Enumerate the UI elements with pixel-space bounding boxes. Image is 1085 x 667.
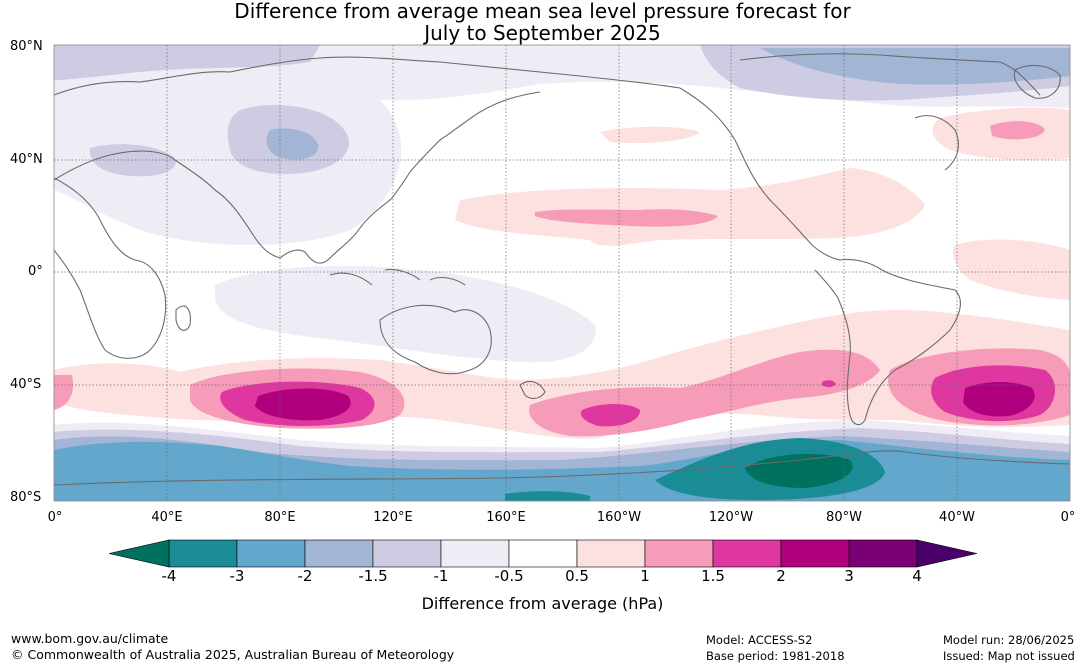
footer-base-period: Base period: 1981-2018 <box>706 649 845 663</box>
footer-left: www.bom.gov.au/climate © Commonwealth of… <box>11 631 454 663</box>
americas-coastline <box>679 87 961 426</box>
north-pacific-positive-small <box>600 126 700 144</box>
footer-copyright: © Commonwealth of Australia 2025, Austra… <box>11 647 455 662</box>
lon-label-40w: 40°W <box>939 510 975 525</box>
indian-ocean-positive-core <box>255 388 351 421</box>
anomaly-field <box>54 45 1070 501</box>
lat-label-80n: 80°N <box>10 39 43 54</box>
colorbar-tick-label: 1.5 <box>701 567 725 585</box>
colorbar-tick-label: -1.5 <box>358 567 388 585</box>
lon-label-0-left: 0° <box>47 510 63 525</box>
colorbar-segment <box>304 539 374 568</box>
map-title: Difference from average mean sea level p… <box>0 0 1085 44</box>
south-atlantic-positive-core <box>963 382 1035 417</box>
colorbar-segment <box>712 539 782 568</box>
chile-positive-spot <box>822 380 836 388</box>
colorbar-tick-label: 2 <box>776 567 786 585</box>
footer-model: Model: ACCESS-S2 <box>706 633 813 647</box>
lon-label-160e: 160°E <box>486 510 526 525</box>
colorbar-segment <box>440 539 510 568</box>
colorbar-tick-label: 1 <box>640 567 650 585</box>
colorbar-under-arrow <box>108 539 170 568</box>
lat-label-80s: 80°S <box>10 490 42 505</box>
lon-label-160w: 160°W <box>596 510 642 525</box>
new-zealand-coastline <box>519 380 546 399</box>
colorbar-tick-label: -2 <box>297 567 313 585</box>
lon-label-120e: 120°E <box>373 510 413 525</box>
pacific-positive-core <box>535 209 718 227</box>
eurasia-coastline <box>54 91 541 264</box>
australia-coastline <box>379 304 492 375</box>
footer-issued: Issued: Map not issued <box>943 649 1075 663</box>
colorbar-tick-label: 0.5 <box>565 567 589 585</box>
colorbar-tick-label: -3 <box>229 567 245 585</box>
colorbar-segment <box>780 539 850 568</box>
south-atlantic-west-edge <box>54 375 74 410</box>
lon-label-0-right: 0° <box>1060 510 1076 525</box>
madagascar-coastline <box>175 305 191 331</box>
colorbar-segment <box>508 539 578 568</box>
footer-model-run: Model run: 28/06/2025 <box>943 633 1075 647</box>
maritime-continent-coastline <box>329 268 466 286</box>
ross-sea-negative <box>505 491 590 501</box>
colorbar-segment <box>236 539 306 568</box>
colorbar-segments <box>168 539 918 568</box>
north-atlantic-positive-core <box>990 121 1045 140</box>
title-line-2: July to September 2025 <box>424 21 661 45</box>
colorbar-tick-label: 4 <box>912 567 922 585</box>
lat-label-0: 0° <box>28 264 43 279</box>
lat-label-40s: 40°S <box>10 377 42 392</box>
arctic-coastline <box>54 56 681 96</box>
subtropical-pacific-positive <box>455 168 925 246</box>
lon-label-80e: 80°E <box>264 510 296 525</box>
footer-model-info: Model: ACCESS-S2 Base period: 1981-2018 <box>706 632 845 664</box>
lat-label-40n: 40°N <box>10 152 43 167</box>
antarctic-coastline <box>54 450 1070 486</box>
title-line-1: Difference from average mean sea level p… <box>234 0 851 23</box>
lon-label-40e: 40°E <box>151 510 183 525</box>
indian-ocean-light-negative <box>215 265 596 363</box>
lon-label-80w: 80°W <box>826 510 862 525</box>
lon-label-120w: 120°W <box>708 510 754 525</box>
arctic-negative-west <box>54 45 320 80</box>
colorbar-segment <box>848 539 918 568</box>
colorbar-segment <box>372 539 442 568</box>
footer-run-info: Model run: 28/06/2025 Issued: Map not is… <box>943 632 1075 664</box>
graticule <box>54 45 1070 501</box>
colorbar-tick-label: -0.5 <box>494 567 524 585</box>
colorbar-tick-label: -1 <box>433 567 449 585</box>
tibet-negative-core <box>266 128 319 160</box>
colorbar-segment <box>576 539 646 568</box>
colorbar-over-arrow <box>916 539 978 568</box>
arctic-negative-core <box>760 48 1070 85</box>
greenland-coastline <box>1013 64 1061 99</box>
colorbar-tick-label: 3 <box>844 567 854 585</box>
map-frame <box>53 44 1071 502</box>
colorbar-label: Difference from average (hPa) <box>421 594 664 613</box>
tropical-atlantic-positive <box>953 239 1070 300</box>
colorbar-segment <box>168 539 238 568</box>
colorbar-tick-label: -4 <box>161 567 177 585</box>
colorbar-segment <box>644 539 714 568</box>
south-pacific-positive-core <box>580 404 640 427</box>
africa-coastline <box>54 177 167 359</box>
footer-website: www.bom.gov.au/climate <box>11 631 169 646</box>
